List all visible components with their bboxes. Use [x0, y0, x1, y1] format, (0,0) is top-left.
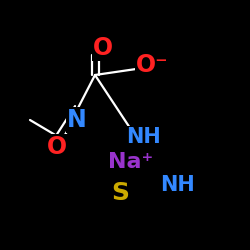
Text: NH: NH	[160, 175, 196, 195]
Text: S: S	[111, 181, 129, 205]
Text: O⁻: O⁻	[136, 53, 168, 77]
Text: NH: NH	[126, 127, 160, 147]
Text: O: O	[47, 135, 67, 159]
Text: N: N	[67, 108, 87, 132]
Text: Na⁺: Na⁺	[108, 152, 154, 172]
Text: O: O	[93, 36, 113, 60]
